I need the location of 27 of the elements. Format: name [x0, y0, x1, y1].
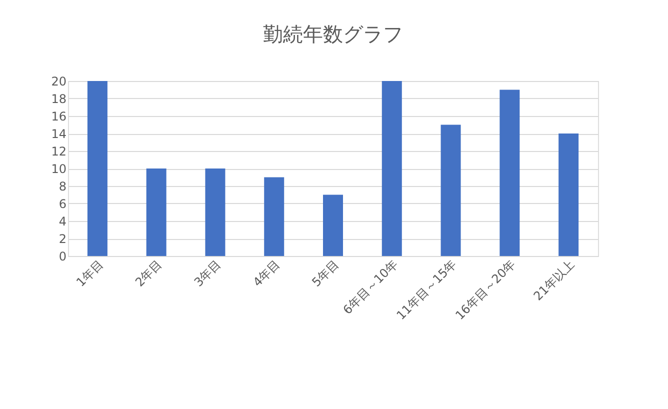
- y-tick-label: 4: [58, 214, 66, 228]
- bar: [440, 124, 461, 256]
- bar: [205, 168, 226, 256]
- y-tick-label: 2: [58, 232, 66, 246]
- y-tick-label: 8: [58, 180, 66, 194]
- y-tick-label: 0: [58, 250, 66, 264]
- bar: [87, 81, 108, 256]
- bar: [323, 194, 343, 256]
- bar: [558, 134, 579, 256]
- bar: [500, 90, 520, 256]
- y-tick-label: 14: [51, 127, 66, 141]
- bar: [146, 168, 166, 256]
- chart-title: 勤続年数グラフ: [263, 22, 403, 46]
- y-tick-label: 10: [51, 162, 66, 176]
- x-tick-label: 21年以上: [530, 257, 578, 304]
- x-tick-label: 4年目: [250, 257, 283, 290]
- y-tick-label: 18: [51, 92, 66, 106]
- bar: [264, 177, 284, 256]
- y-tick-label: 6: [58, 197, 66, 211]
- x-tick-label: 2年目: [132, 257, 165, 290]
- y-tick-label: 20: [51, 74, 66, 88]
- y-tick-label: 12: [51, 144, 66, 158]
- bar: [382, 81, 402, 256]
- x-tick-label: 1年目: [74, 257, 106, 290]
- x-tick-label: 3年目: [191, 257, 224, 290]
- y-tick-label: 16: [51, 110, 66, 124]
- x-tick-label: 5年目: [309, 257, 342, 290]
